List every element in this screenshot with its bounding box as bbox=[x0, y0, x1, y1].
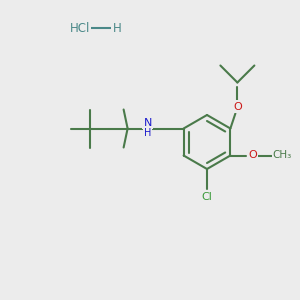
Text: HCl: HCl bbox=[70, 22, 90, 34]
Text: H: H bbox=[112, 22, 122, 34]
Text: N: N bbox=[143, 118, 152, 128]
Text: CH₃: CH₃ bbox=[273, 151, 292, 160]
Text: Cl: Cl bbox=[202, 192, 212, 202]
Text: O: O bbox=[233, 101, 242, 112]
Text: H: H bbox=[144, 128, 151, 139]
Text: O: O bbox=[248, 151, 257, 160]
